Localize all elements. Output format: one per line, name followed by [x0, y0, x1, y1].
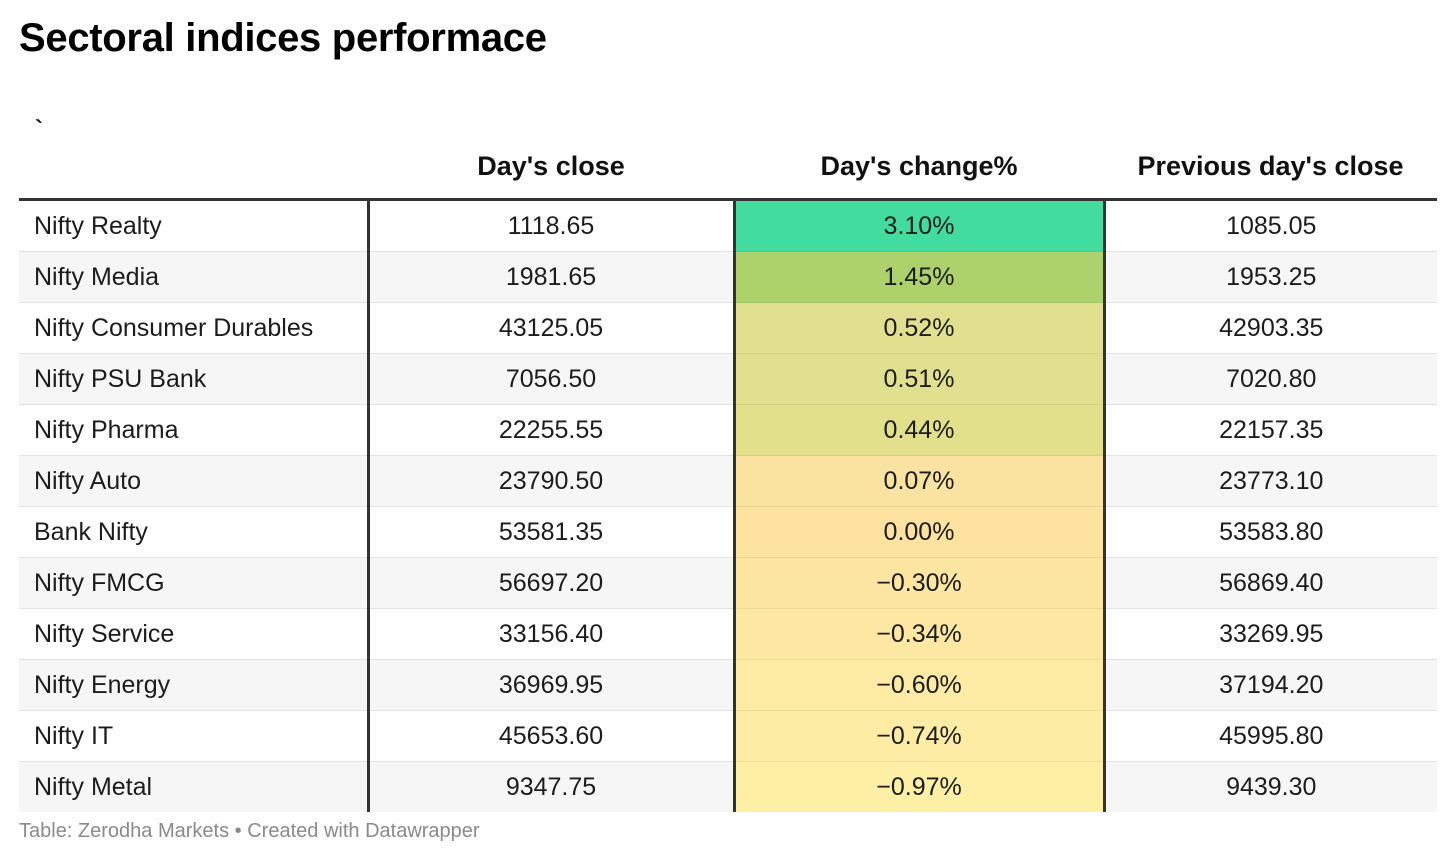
previous-close-cell: 56869.40	[1104, 557, 1437, 609]
index-name-cell: Bank Nifty	[19, 506, 370, 558]
days-close-cell: 36969.95	[368, 659, 736, 711]
days-close-cell: 1981.65	[368, 251, 736, 303]
previous-close-cell: 53583.80	[1104, 506, 1437, 558]
days-close-cell: 45653.60	[368, 710, 736, 762]
index-name-cell: Nifty FMCG	[19, 557, 370, 609]
header-days-change[interactable]: Day's change%	[734, 102, 1104, 201]
previous-close-cell: 33269.95	[1104, 608, 1437, 660]
previous-close-cell: 22157.35	[1104, 404, 1437, 456]
days-change-cell: 0.52%	[734, 302, 1106, 354]
table-row: Nifty Realty 1118.65 3.10% 1085.05	[19, 199, 1437, 252]
table-row: Nifty Auto 23790.50 0.07% 23773.10	[19, 455, 1437, 507]
header-index-name[interactable]: `	[19, 102, 368, 201]
previous-close-cell: 1085.05	[1104, 199, 1437, 252]
days-close-cell: 56697.20	[368, 557, 736, 609]
days-change-cell: 0.51%	[734, 353, 1106, 405]
previous-close-cell: 45995.80	[1104, 710, 1437, 762]
index-name-cell: Nifty Media	[19, 251, 370, 303]
days-change-cell: −0.60%	[734, 659, 1106, 711]
days-change-cell: −0.97%	[734, 761, 1106, 812]
days-change-cell: −0.34%	[734, 608, 1106, 660]
days-change-cell: 0.44%	[734, 404, 1106, 456]
previous-close-cell: 1953.25	[1104, 251, 1437, 303]
days-close-cell: 23790.50	[368, 455, 736, 507]
chart-title: Sectoral indices performace	[19, 16, 547, 60]
table-footer: Table: Zerodha Markets • Created with Da…	[19, 820, 480, 843]
table-row: Nifty Service 33156.40 −0.34% 33269.95	[19, 608, 1437, 660]
table-row: Nifty FMCG 56697.20 −0.30% 56869.40	[19, 557, 1437, 609]
index-name-cell: Nifty Consumer Durables	[19, 302, 370, 354]
days-close-cell: 33156.40	[368, 608, 736, 660]
table-row: Nifty Energy 36969.95 −0.60% 37194.20	[19, 659, 1437, 711]
index-name-cell: Nifty Metal	[19, 761, 370, 812]
index-name-cell: Nifty Pharma	[19, 404, 370, 456]
index-name-cell: Nifty PSU Bank	[19, 353, 370, 405]
previous-close-cell: 9439.30	[1104, 761, 1437, 812]
table-row: Nifty IT 45653.60 −0.74% 45995.80	[19, 710, 1437, 762]
sectoral-indices-table: ` Day's close Day's change% Previous day…	[19, 102, 1437, 812]
header-previous-close[interactable]: Previous day's close	[1104, 102, 1437, 201]
days-change-cell: 0.00%	[734, 506, 1106, 558]
header-days-close[interactable]: Day's close	[368, 102, 734, 201]
table-header: ` Day's close Day's change% Previous day…	[19, 102, 1437, 201]
days-change-cell: 0.07%	[734, 455, 1106, 507]
days-close-cell: 1118.65	[368, 199, 736, 252]
days-close-cell: 53581.35	[368, 506, 736, 558]
index-name-cell: Nifty IT	[19, 710, 370, 762]
previous-close-cell: 42903.35	[1104, 302, 1437, 354]
days-change-cell: 1.45%	[734, 251, 1106, 303]
table-row: Nifty Consumer Durables 43125.05 0.52% 4290…	[19, 302, 1437, 354]
previous-close-cell: 23773.10	[1104, 455, 1437, 507]
index-name-cell: Nifty Energy	[19, 659, 370, 711]
table-row: Nifty Pharma 22255.55 0.44% 22157.35	[19, 404, 1437, 456]
previous-close-cell: 7020.80	[1104, 353, 1437, 405]
days-close-cell: 22255.55	[368, 404, 736, 456]
table-row: Bank Nifty 53581.35 0.00% 53583.80	[19, 506, 1437, 558]
days-close-cell: 9347.75	[368, 761, 736, 812]
header-row: ` Day's close Day's change% Previous day…	[19, 102, 1437, 201]
table-body: Nifty Realty 1118.65 3.10% 1085.05 Nifty Med…	[19, 199, 1437, 812]
previous-close-cell: 37194.20	[1104, 659, 1437, 711]
days-change-cell: 3.10%	[734, 199, 1106, 252]
footer-separator: •	[229, 820, 248, 842]
index-name-cell: Nifty Auto	[19, 455, 370, 507]
table-row: Nifty PSU Bank 7056.50 0.51% 7020.80	[19, 353, 1437, 405]
days-close-cell: 7056.50	[368, 353, 736, 405]
days-change-cell: −0.30%	[734, 557, 1106, 609]
table-row: Nifty Media 1981.65 1.45% 1953.25	[19, 251, 1437, 303]
days-change-cell: −0.74%	[734, 710, 1106, 762]
table-row: Nifty Metal 9347.75 −0.97% 9439.30	[19, 761, 1437, 812]
footer-source: Table: Zerodha Markets	[19, 820, 230, 842]
index-name-cell: Nifty Realty	[19, 199, 370, 252]
footer-credit: Created with Datawrapper	[247, 820, 480, 842]
days-close-cell: 43125.05	[368, 302, 736, 354]
index-name-cell: Nifty Service	[19, 608, 370, 660]
